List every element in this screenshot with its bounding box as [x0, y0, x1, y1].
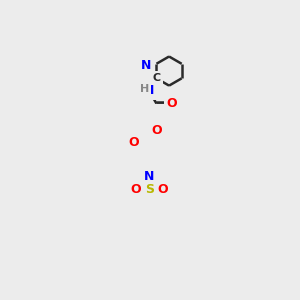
Text: N: N	[144, 169, 154, 183]
Text: O: O	[158, 183, 168, 196]
Text: N: N	[141, 59, 151, 72]
Text: O: O	[129, 136, 139, 149]
Text: C: C	[152, 73, 160, 83]
Text: O: O	[151, 124, 162, 137]
Text: O: O	[167, 97, 177, 110]
Text: O: O	[130, 183, 141, 196]
Text: H: H	[140, 84, 149, 94]
Text: N: N	[144, 84, 154, 98]
Text: S: S	[145, 183, 154, 196]
